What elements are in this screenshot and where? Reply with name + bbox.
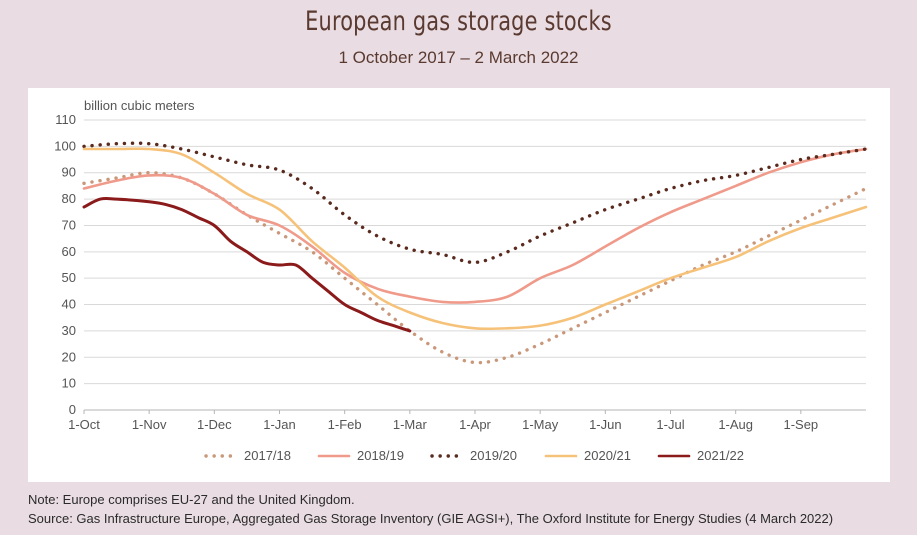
x-tick-label: 1-Mar xyxy=(393,417,428,432)
chart-subtitle: 1 October 2017 – 2 March 2022 xyxy=(338,48,579,67)
y-tick-label: 90 xyxy=(62,165,76,180)
series-line-2017-18 xyxy=(82,171,868,365)
x-tick-label: 1-Nov xyxy=(132,417,167,432)
legend-label: 2020/21 xyxy=(584,448,631,463)
y-tick-label: 40 xyxy=(62,297,76,312)
y-tick-labels: 0 10 20 30 40 50 60 70 80 90 100 110 xyxy=(54,112,76,417)
series-lines xyxy=(82,141,868,365)
source-note: Source: Gas Infrastructure Europe, Aggre… xyxy=(28,511,834,526)
x-tick-label: 1-Jun xyxy=(589,417,622,432)
y-tick-label: 110 xyxy=(55,112,76,127)
x-tick-label: 1-May xyxy=(522,417,559,432)
legend-label: 2018/19 xyxy=(357,448,404,463)
series-line-2018-19 xyxy=(82,147,868,304)
grid-lines xyxy=(84,119,866,411)
y-tick-label: 30 xyxy=(62,323,76,338)
chart-title: European gas storage stocks xyxy=(305,6,612,37)
x-tick-label: 1-Jul xyxy=(656,417,684,432)
legend-label: 2017/18 xyxy=(244,448,291,463)
x-tick-label: 1-Dec xyxy=(197,417,232,432)
y-tick-label: 50 xyxy=(62,270,76,285)
chart-panel: 0 10 20 30 40 50 60 70 80 90 100 110 1-Oct 1-Nov 1-De… xyxy=(28,88,890,482)
y-tick-label: 100 xyxy=(54,138,76,153)
series-line-2019-20 xyxy=(82,141,868,265)
x-tick-label: 1-Oct xyxy=(68,417,100,432)
y-tick-label: 60 xyxy=(62,244,76,259)
legend-label: 2021/22 xyxy=(697,448,744,463)
x-tick-label: 1-Apr xyxy=(459,417,491,432)
y-tick-label: 10 xyxy=(62,376,76,391)
x-tick-labels: 1-Oct 1-Nov 1-Dec 1-Jan 1-Feb 1-Mar 1-Apr 1-May… xyxy=(68,410,818,432)
x-tick-label: 1-Sep xyxy=(783,417,818,432)
footnote: Note: Europe comprises EU-27 and the Uni… xyxy=(28,492,355,507)
y-tick-label: 0 xyxy=(69,402,76,417)
legend-label: 2019/20 xyxy=(470,448,517,463)
y-tick-label: 70 xyxy=(62,217,76,232)
y-tick-label: 20 xyxy=(62,349,76,364)
legend: 2017/18 2018/19 2019/20 2020/21 2021/22 xyxy=(204,448,744,463)
series-line-2020-21 xyxy=(82,147,868,331)
y-tick-label: 80 xyxy=(62,191,76,206)
series-line-2021-22 xyxy=(82,196,412,333)
x-tick-label: 1-Aug xyxy=(718,417,753,432)
y-axis-label: billion cubic meters xyxy=(84,98,195,113)
x-tick-label: 1-Feb xyxy=(328,417,362,432)
x-tick-label: 1-Jan xyxy=(263,417,296,432)
line-chart: 0 10 20 30 40 50 60 70 80 90 100 110 1-Oct 1-Nov 1-De… xyxy=(54,98,868,463)
